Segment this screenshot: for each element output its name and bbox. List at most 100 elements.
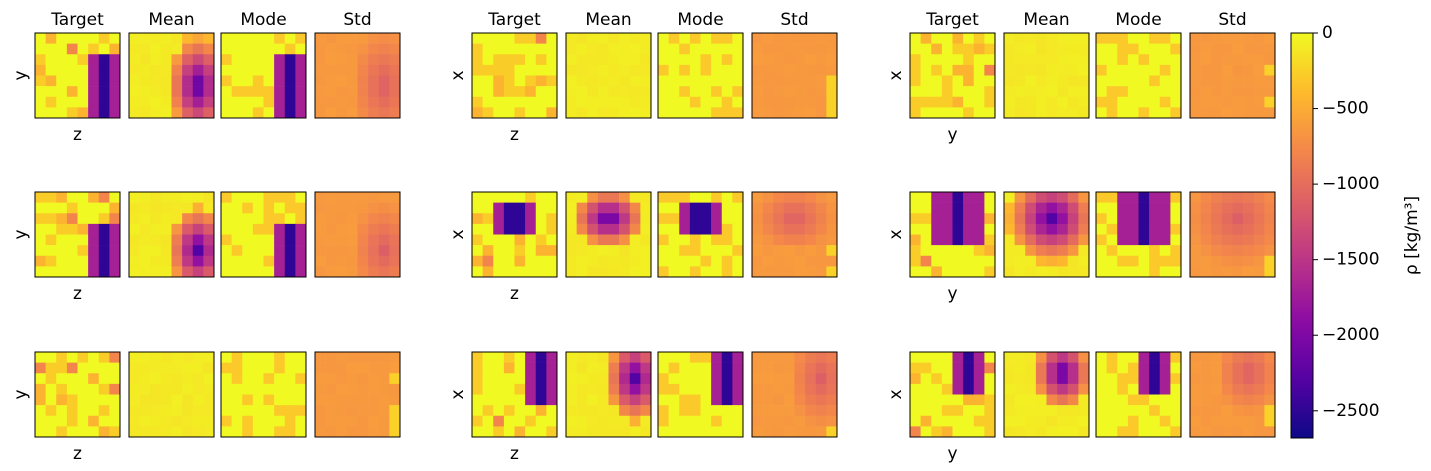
heatmap-cell [1078, 33, 1090, 44]
heatmap-cell [514, 107, 526, 119]
heatmap-cell [274, 373, 286, 385]
heatmap-cell [815, 54, 827, 66]
heatmap-cell [315, 362, 326, 374]
heatmap-cell [721, 415, 733, 427]
panel-frame [471, 351, 558, 438]
heatmap-cell [514, 64, 526, 76]
heatmap-cell [1200, 234, 1212, 246]
heatmap-cell [773, 43, 785, 55]
heatmap-cell [150, 86, 162, 98]
heatmap-cell [1138, 33, 1150, 44]
heatmap-cell [587, 266, 599, 278]
heatmap-cell [1046, 426, 1058, 438]
heatmap-cell [689, 64, 701, 76]
heatmap-cell [1211, 255, 1223, 267]
heatmap-cell [295, 202, 307, 214]
heatmap-cell [88, 373, 100, 385]
heatmap-cell [315, 64, 326, 76]
heatmap-cell [274, 405, 286, 417]
heatmap-cell [794, 33, 806, 44]
heatmap-cell [368, 352, 380, 363]
heatmap-cell [963, 373, 975, 385]
heatmap-cell [378, 223, 390, 235]
heatmap-cell [721, 383, 733, 395]
x-axis-label: z [73, 284, 82, 304]
heatmap-cell [721, 202, 733, 214]
heatmap-cell [920, 213, 932, 225]
heatmap-cell [752, 96, 763, 108]
heatmap-cell [1025, 107, 1037, 119]
heatmap-cell [773, 54, 785, 66]
heatmap-cell [941, 107, 953, 119]
heatmap-cell [1046, 64, 1058, 76]
heatmap-cell [1264, 43, 1276, 55]
heatmap-cell [658, 43, 669, 55]
heatmap-cell [242, 415, 254, 427]
heatmap-cell [56, 54, 68, 66]
heatmap-cell [587, 234, 599, 246]
heatmap-cell [931, 96, 943, 108]
heatmap-cell [1211, 54, 1223, 66]
heatmap-cell [242, 373, 254, 385]
heatmap-cell [1138, 43, 1150, 55]
heatmap-cell [963, 86, 975, 98]
heatmap-cell [752, 43, 763, 55]
heatmap-cell [1004, 415, 1015, 427]
heatmap-cell [346, 255, 358, 267]
heatmap-cell [700, 415, 712, 427]
heatmap-cell [640, 192, 652, 203]
heatmap-cell [640, 405, 652, 417]
heatmap-cell [910, 415, 921, 427]
heatmap-cell [1117, 96, 1129, 108]
heatmap-cell [910, 245, 921, 257]
heatmap-cell [535, 64, 547, 76]
heatmap-cell [88, 394, 100, 406]
heatmap-cell [805, 223, 817, 235]
heatmap-cell [1057, 33, 1069, 44]
heatmap-cell [139, 255, 151, 267]
heatmap-cell [689, 255, 701, 267]
heatmap-cell [1004, 352, 1015, 363]
heatmap-cell [1200, 266, 1212, 278]
heatmap-cell [1046, 213, 1058, 225]
heatmap-cell [325, 223, 337, 235]
heatmap-cell [1035, 415, 1047, 427]
heatmap-cell [973, 234, 985, 246]
panel-target-g2-r1 [909, 191, 996, 278]
heatmap-cell [171, 266, 183, 278]
heatmap-cell [963, 352, 975, 363]
heatmap-cell [910, 54, 921, 66]
heatmap-cell [1046, 245, 1058, 257]
heatmap-cell [1067, 192, 1079, 203]
heatmap-cell [231, 64, 243, 76]
heatmap-cell [295, 245, 307, 257]
heatmap-cell [752, 86, 763, 98]
heatmap-cell [608, 223, 620, 235]
heatmap-cell [482, 33, 494, 44]
heatmap-cell [1117, 255, 1129, 267]
panel-std-g2-r2 [1189, 351, 1276, 438]
heatmap-cell [192, 415, 204, 427]
heatmap-cell [1159, 352, 1171, 363]
heatmap-cell [1096, 352, 1107, 363]
heatmap-cell [368, 43, 380, 55]
heatmap-cell [315, 86, 326, 98]
heatmap-cell [139, 426, 151, 438]
heatmap-cell [472, 202, 483, 214]
heatmap-cell [1067, 64, 1079, 76]
heatmap-cell [619, 352, 631, 363]
heatmap-cell [640, 75, 652, 87]
heatmap-cell [357, 33, 369, 44]
heatmap-cell [503, 373, 515, 385]
heatmap-cell [1025, 245, 1037, 257]
heatmap-cell [679, 405, 691, 417]
heatmap-cell [221, 64, 232, 76]
heatmap-cell [503, 362, 515, 374]
heatmap-cell [368, 192, 380, 203]
heatmap-cell [732, 223, 744, 235]
heatmap-cell [378, 43, 390, 55]
heatmap-cell [658, 352, 669, 363]
heatmap-cell [910, 202, 921, 214]
heatmap-cell [45, 383, 57, 395]
heatmap-cell [1243, 245, 1255, 257]
